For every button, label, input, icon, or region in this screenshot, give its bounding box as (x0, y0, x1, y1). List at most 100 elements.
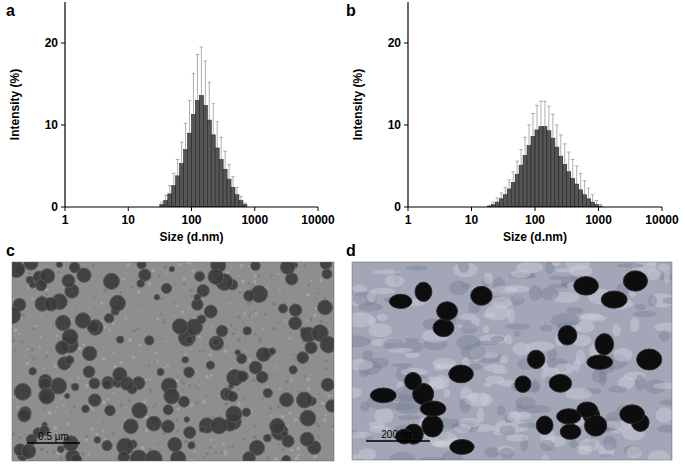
texture (31, 355, 33, 357)
texture (177, 408, 180, 411)
texture (198, 350, 201, 353)
texture (325, 367, 328, 370)
texture (18, 332, 21, 335)
error-cap (535, 105, 539, 106)
texture (377, 314, 388, 321)
error-cap (204, 61, 208, 62)
texture (125, 407, 127, 409)
y-tick-label: 10 (388, 118, 402, 132)
texture (155, 351, 158, 354)
texture (12, 297, 14, 299)
particle (471, 286, 492, 305)
texture (662, 297, 672, 304)
texture (324, 297, 327, 300)
texture (458, 418, 479, 428)
error-cap (583, 180, 587, 181)
particle (235, 350, 240, 355)
particle (251, 262, 261, 271)
texture (352, 312, 374, 327)
error-bar (160, 202, 164, 204)
error-stem (236, 187, 237, 194)
micrograph (12, 262, 334, 461)
error-stem (189, 100, 190, 133)
error-stem (197, 54, 198, 100)
particle (226, 406, 242, 422)
texture (102, 421, 104, 423)
texture (191, 348, 193, 350)
texture (148, 364, 151, 367)
particle (449, 365, 474, 383)
error-bar (188, 100, 192, 133)
texture (205, 395, 207, 397)
error-cap (207, 82, 211, 83)
particle (82, 346, 96, 360)
texture (202, 456, 205, 459)
particle (256, 348, 270, 362)
texture (213, 445, 215, 447)
bar (188, 133, 192, 207)
texture (176, 419, 179, 422)
texture (139, 344, 142, 347)
particle (89, 394, 102, 407)
texture (576, 350, 586, 365)
texture (279, 289, 281, 291)
particle (182, 357, 189, 364)
texture (32, 327, 36, 331)
error-stem (240, 196, 241, 200)
error-stem (213, 104, 214, 135)
particle (29, 367, 37, 375)
error-cap (507, 179, 511, 180)
bar (543, 127, 547, 207)
texture (92, 264, 95, 267)
particle (420, 401, 446, 416)
texture (353, 291, 377, 305)
texture (17, 401, 19, 403)
texture (45, 354, 48, 357)
error-stem (505, 187, 506, 194)
texture (177, 306, 179, 308)
error-bar (571, 159, 575, 178)
texture (176, 305, 178, 307)
texture (613, 348, 633, 362)
texture (239, 275, 241, 277)
texture (32, 357, 36, 361)
texture (220, 451, 223, 454)
particle (549, 374, 571, 392)
particle (318, 300, 333, 315)
texture (542, 454, 549, 460)
texture (315, 298, 317, 300)
bar (203, 105, 207, 207)
texture (210, 374, 213, 377)
texture (270, 274, 273, 277)
particle (164, 388, 180, 404)
particle (216, 325, 227, 336)
image-frame (12, 262, 334, 461)
texture (506, 323, 531, 329)
particle (227, 391, 237, 401)
texture (176, 429, 179, 432)
texture (324, 400, 326, 402)
error-cap (235, 187, 239, 188)
x-tick (254, 207, 255, 211)
error-bar (239, 196, 243, 200)
texture (317, 424, 321, 428)
particle (280, 262, 294, 274)
error-cap (164, 195, 168, 196)
texture (664, 271, 670, 284)
texture (70, 411, 73, 414)
error-bar (172, 173, 176, 185)
error-bar (583, 181, 587, 195)
texture (163, 366, 165, 368)
texture (151, 370, 153, 372)
error-cap (595, 200, 599, 201)
texture (12, 339, 15, 342)
error-bar (495, 198, 499, 202)
bar (184, 150, 188, 207)
texture (555, 363, 575, 374)
error-cap (503, 187, 507, 188)
panel-label: d (346, 242, 356, 259)
particle (14, 383, 31, 400)
texture (266, 386, 269, 389)
x-tick-label: 100 (525, 213, 545, 227)
error-cap (555, 125, 559, 126)
